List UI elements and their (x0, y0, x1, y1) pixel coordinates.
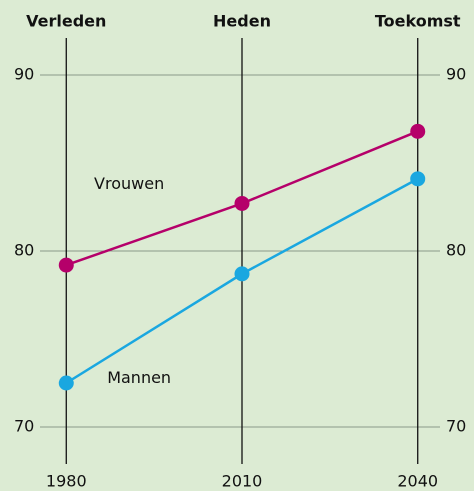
x-tick-label: 2010 (222, 472, 263, 491)
y-tick-label: 70 (14, 417, 34, 436)
series-label: Mannen (107, 368, 171, 387)
y-tick-label-right: 70 (446, 417, 466, 436)
y-tick-label-right: 80 (446, 241, 466, 260)
point (58, 257, 74, 273)
series-label: Vrouwen (94, 174, 164, 193)
point (410, 123, 426, 139)
y-tick-label-right: 90 (446, 65, 466, 84)
column-header: Verleden (26, 12, 106, 31)
y-tick-label: 80 (14, 241, 34, 260)
point (410, 171, 426, 187)
x-tick-label: 2040 (397, 472, 438, 491)
column-header: Toekomst (375, 12, 461, 31)
point (234, 266, 250, 282)
point (58, 375, 74, 391)
column-header: Heden (213, 12, 271, 31)
y-tick-label: 90 (14, 65, 34, 84)
point (234, 195, 250, 211)
x-tick-label: 1980 (46, 472, 87, 491)
